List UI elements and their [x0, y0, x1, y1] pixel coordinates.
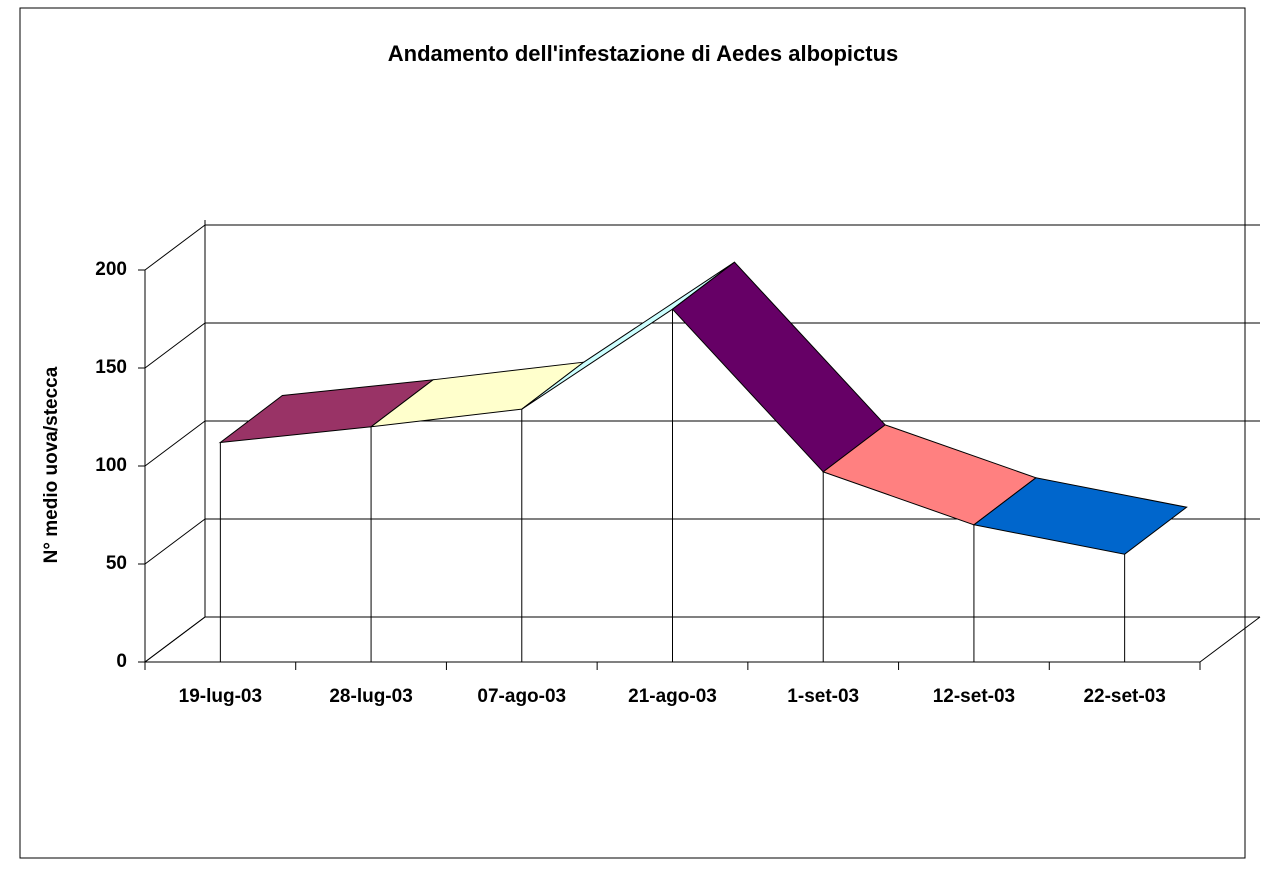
y-tick-label: 150 — [95, 357, 127, 378]
y-axis-label: N° medio uova/stecca — [41, 366, 62, 563]
grid-line — [144, 322, 206, 369]
x-tick-label: 19-lug-03 — [179, 686, 262, 707]
y-tick-label: 100 — [95, 455, 127, 476]
y-tick-label: 0 — [116, 651, 127, 672]
ribbon-segment — [972, 477, 1188, 555]
grid-line — [144, 224, 206, 271]
x-tick-label: 21-ago-03 — [628, 686, 717, 707]
grid-line — [144, 518, 206, 565]
x-tick-label: 07-ago-03 — [477, 686, 566, 707]
x-tick-label: 1-set-03 — [787, 686, 859, 707]
wall-edge — [1199, 616, 1261, 663]
chart-title: Andamento dell'infestazione di Aedes alb… — [388, 41, 899, 66]
chart-frame — [19, 7, 1246, 859]
x-tick-label: 12-set-03 — [933, 686, 1015, 707]
grid-line — [144, 616, 206, 663]
grid-line — [144, 420, 206, 467]
x-tick-label: 22-set-03 — [1083, 686, 1165, 707]
x-tick-label: 28-lug-03 — [329, 686, 412, 707]
y-tick-label: 50 — [106, 553, 127, 574]
y-tick-label: 200 — [95, 259, 127, 280]
